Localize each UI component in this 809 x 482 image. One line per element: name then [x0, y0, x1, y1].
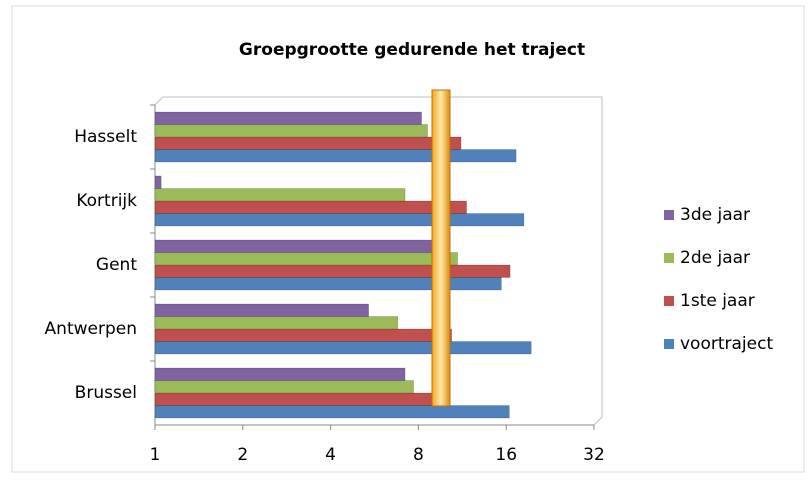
x-tick-label: 4: [325, 445, 336, 465]
y-tick-label: Brussel: [75, 383, 137, 403]
bar: [154, 316, 399, 330]
bar: [154, 124, 428, 138]
bar: [154, 111, 422, 125]
bar: [154, 303, 369, 317]
bar: [154, 136, 462, 150]
x-tick-label: 1: [150, 445, 161, 465]
bar: [154, 328, 452, 342]
x-tick-label: 8: [413, 445, 424, 465]
cylinder: [431, 89, 451, 407]
bar: [154, 149, 517, 163]
bar: [154, 252, 458, 266]
legend-swatch: [664, 210, 674, 220]
y-tick-label: Antwerpen: [45, 319, 137, 339]
legend-swatch: [664, 296, 674, 306]
y-tick-label: Kortrijk: [76, 191, 137, 211]
y-tick-label: Hasselt: [74, 127, 137, 147]
bar: [154, 200, 467, 214]
bar: [154, 341, 532, 355]
bar: [154, 392, 434, 406]
bar: [154, 175, 162, 189]
x-tick-label: 2: [237, 445, 248, 465]
legend-label: 1ste jaar: [680, 291, 755, 311]
legend-label: voortraject: [680, 334, 773, 354]
legend-swatch: [664, 339, 674, 349]
bar: [154, 367, 406, 381]
x-tick-label: 16: [495, 445, 517, 465]
chart-title: Groepgrootte gedurende het traject: [239, 40, 585, 60]
bar: [154, 213, 525, 227]
bar: [154, 239, 434, 253]
bar: [154, 380, 414, 394]
legend-label: 3de jaar: [680, 205, 750, 225]
legend-swatch: [664, 253, 674, 263]
y-tick-label: Gent: [96, 255, 137, 275]
bar: [154, 405, 510, 419]
x-tick-label: 32: [583, 445, 605, 465]
legend-label: 2de jaar: [680, 248, 750, 268]
bar: [154, 188, 406, 202]
reference-cylinder: [431, 89, 451, 407]
bar: [154, 264, 511, 278]
